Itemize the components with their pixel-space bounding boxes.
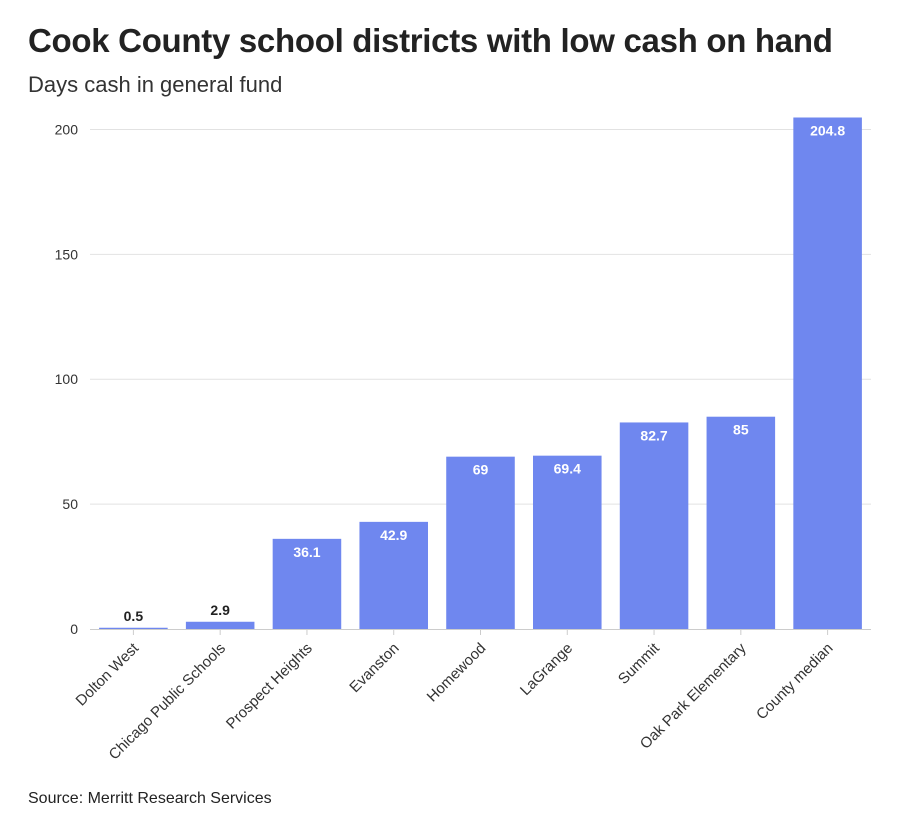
value-labels: 0.5 2.9 36.1 42.9 69 69.4 82.7 85 204.8: [124, 122, 846, 623]
x-tick-label: Prospect Heights: [223, 640, 316, 733]
data-label: 36.1: [293, 544, 320, 560]
bar[interactable]: [272, 538, 342, 629]
source-note: Source: Merritt Research Services: [28, 790, 272, 807]
y-tick-label: 200: [55, 121, 79, 137]
x-tick-label: County median: [753, 640, 836, 723]
x-tick-label: Summit: [615, 639, 664, 688]
x-tick-label: Homewood: [424, 640, 490, 706]
chart-title: Cook County school districts with low ca…: [28, 22, 833, 59]
bar[interactable]: [533, 455, 602, 629]
data-label: 85: [733, 422, 749, 438]
data-label: 204.8: [810, 122, 845, 138]
data-label: 2.9: [210, 602, 230, 618]
chart-subtitle: Days cash in general fund: [28, 72, 283, 97]
x-tick-label: LaGrange: [517, 640, 576, 699]
bar[interactable]: [359, 521, 428, 629]
bar[interactable]: [793, 117, 862, 629]
data-label: 69: [473, 462, 489, 478]
bar[interactable]: [185, 621, 255, 629]
y-tick-label: 50: [62, 496, 78, 512]
data-label: 82.7: [640, 427, 667, 443]
bar[interactable]: [619, 422, 689, 629]
x-tick-label: Dolton West: [73, 639, 143, 709]
bar[interactable]: [99, 627, 168, 629]
y-tick-label: 100: [55, 371, 79, 387]
y-tick-label: 0: [70, 621, 78, 637]
data-label: 42.9: [380, 527, 407, 543]
data-label: 69.4: [554, 461, 581, 477]
bar[interactable]: [706, 416, 776, 629]
y-tick-label: 150: [55, 246, 79, 262]
bars: [99, 117, 862, 629]
x-tick-label: Evanston: [346, 640, 402, 696]
bar[interactable]: [446, 456, 515, 629]
data-label: 0.5: [124, 608, 144, 624]
